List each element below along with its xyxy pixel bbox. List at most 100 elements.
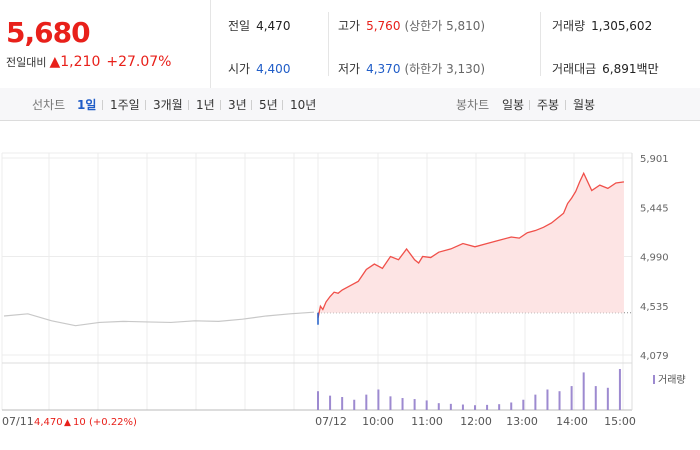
stat-volume: 거래량 1,305,602	[552, 17, 652, 34]
tab-weekly-candle[interactable]: 주봉	[537, 98, 560, 112]
x-tick-label: 15:00	[604, 415, 636, 428]
volume-bar	[606, 387, 609, 410]
tab-3m[interactable]: 3개월	[153, 98, 183, 112]
stat-label: 거래대금	[552, 62, 597, 76]
tab-daily-candle[interactable]: 일봉	[502, 98, 525, 112]
x-tick-label: 13:00	[506, 415, 538, 428]
volume-bar	[522, 399, 525, 410]
x-tick-label: 14:00	[556, 415, 588, 428]
tab-separator	[220, 100, 221, 110]
volume-bar	[437, 403, 440, 410]
stat-value: 6,891백만	[602, 62, 659, 76]
volume-bar	[341, 397, 344, 410]
current-price: 5,680	[6, 16, 91, 49]
x-tick-label: 11:00	[411, 415, 443, 428]
stat-value: 5,760	[366, 19, 401, 33]
price-area-fill	[318, 173, 624, 319]
change-label: 전일대비	[6, 56, 47, 69]
y-tick-label: 4,990	[640, 253, 669, 264]
change-value: 1,210	[60, 54, 101, 70]
stat-open: 시가 4,400	[228, 60, 290, 77]
volume-bar	[618, 369, 621, 410]
volume-bar	[449, 403, 452, 410]
price-series	[317, 171, 625, 325]
stat-turnover: 거래대금 6,891백만	[552, 60, 659, 77]
tab-10y[interactable]: 10년	[290, 98, 317, 112]
stat-value: 4,370	[366, 62, 401, 76]
tab-separator	[565, 100, 566, 110]
volume-bar	[534, 394, 537, 410]
line-chart-label: 선차트	[32, 98, 66, 112]
price-box: 5,680 전일대비 ▲1,210 +27.07%	[0, 0, 211, 88]
quote-summary: 5,680 전일대비 ▲1,210 +27.07% 전일 4,470 시가 4,400 …	[0, 0, 700, 89]
stat-label: 고가	[338, 19, 361, 33]
prev-day-change-pct: (+0.22%)	[89, 417, 137, 428]
lower-limit: (하한가 3,130)	[404, 62, 486, 76]
stat-value: 1,305,602	[591, 19, 653, 33]
stat-value: 4,400	[256, 62, 291, 76]
stat-label: 저가	[338, 62, 361, 76]
x-tick-label: 12:00	[460, 415, 492, 428]
tab-separator	[145, 100, 146, 110]
volume-bar	[329, 395, 332, 410]
volume-bar	[425, 400, 428, 410]
volume-bar	[594, 386, 597, 410]
change-percent: +27.07%	[106, 54, 172, 70]
prev-day-date: 07/11	[2, 415, 34, 428]
stat-high: 고가 5,760 (상한가 5,810)	[338, 17, 485, 34]
stat-label: 전일	[228, 19, 251, 33]
volume-bar	[317, 391, 319, 410]
volume-bar	[498, 404, 501, 410]
tab-separator	[251, 100, 252, 110]
y-tick-label: 5,901	[640, 154, 669, 165]
x-tick-label: 07/12	[315, 415, 347, 428]
divider	[328, 12, 329, 76]
prev-day-line	[3, 311, 315, 327]
price-area	[318, 173, 624, 319]
y-tick-label: 4,079	[640, 351, 669, 362]
prev-day-close: 4,470	[34, 417, 63, 428]
up-arrow-icon: ▲	[64, 418, 71, 428]
volume-legend-swatch	[653, 375, 655, 384]
tab-separator	[102, 100, 103, 110]
volume-legend-label: 거래량	[658, 374, 686, 386]
volume-bar	[546, 389, 549, 410]
volume-bar	[461, 404, 464, 410]
prev-day-series	[3, 311, 315, 327]
volume-bar	[389, 396, 392, 410]
stat-label: 시가	[228, 62, 251, 76]
tab-separator	[282, 100, 283, 110]
tab-5y[interactable]: 5년	[259, 98, 278, 112]
volume-bar	[353, 399, 356, 410]
tab-monthly-candle[interactable]: 월봉	[573, 98, 596, 112]
stat-label: 거래량	[552, 19, 586, 33]
stat-prev-close: 전일 4,470	[228, 17, 290, 34]
x-tick-label: 10:00	[362, 415, 394, 428]
chart-labels: 5,901 5,445 4,990 4,535 4,079 거래량 07/12 10:00 11…	[2, 154, 686, 428]
tab-1y[interactable]: 1년	[196, 98, 215, 112]
chart-period-tabs: 선차트 1일 1주일 3개월 1년 3년 5년 10년 봉차트 일봉 주봉 월봉	[0, 88, 700, 121]
volume-bar	[510, 402, 513, 410]
tab-separator	[188, 100, 189, 110]
volume-bar	[570, 386, 573, 410]
tab-1w[interactable]: 1주일	[110, 98, 140, 112]
stat-low: 저가 4,370 (하한가 3,130)	[338, 60, 485, 77]
stat-value: 4,470	[256, 19, 291, 33]
upper-limit: (상한가 5,810)	[404, 19, 486, 33]
price-line	[317, 171, 625, 319]
volume-bar	[558, 391, 561, 410]
prev-day-change: 10	[73, 417, 86, 428]
y-tick-label: 5,445	[640, 203, 669, 214]
volume-bar	[401, 398, 404, 410]
y-tick-label: 4,535	[640, 302, 669, 313]
volume-bars	[317, 369, 621, 410]
change-row: 전일대비 ▲1,210 +27.07%	[6, 54, 171, 70]
candle-chart-label: 봉차트	[456, 98, 490, 112]
volume-bar	[377, 389, 380, 410]
volume-bar	[365, 394, 368, 410]
tab-1d[interactable]: 1일	[77, 98, 97, 112]
volume-bar	[474, 405, 476, 410]
tab-3y[interactable]: 3년	[228, 98, 247, 112]
up-arrow-icon: ▲	[49, 54, 61, 70]
volume-bar	[582, 372, 585, 410]
